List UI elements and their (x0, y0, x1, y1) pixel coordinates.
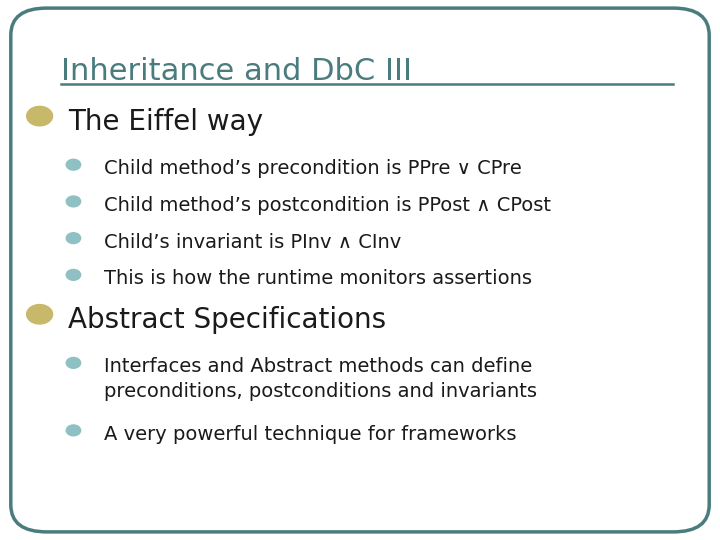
Circle shape (27, 305, 53, 324)
Circle shape (66, 357, 81, 368)
Text: Inheritance and DbC III: Inheritance and DbC III (61, 57, 412, 86)
Text: The Eiffel way: The Eiffel way (68, 108, 264, 136)
Circle shape (66, 269, 81, 280)
Circle shape (66, 196, 81, 207)
Text: Child method’s postcondition is PPost ∧ CPost: Child method’s postcondition is PPost ∧ … (104, 196, 552, 215)
Text: Interfaces and Abstract methods can define
preconditions, postconditions and inv: Interfaces and Abstract methods can defi… (104, 357, 537, 401)
Text: Abstract Specifications: Abstract Specifications (68, 306, 387, 334)
Text: This is how the runtime monitors assertions: This is how the runtime monitors asserti… (104, 269, 532, 288)
Circle shape (66, 233, 81, 244)
Circle shape (66, 425, 81, 436)
Text: A very powerful technique for frameworks: A very powerful technique for frameworks (104, 425, 517, 444)
Text: Child method’s precondition is PPre ∨ CPre: Child method’s precondition is PPre ∨ CP… (104, 159, 522, 178)
Circle shape (27, 106, 53, 126)
FancyBboxPatch shape (11, 8, 709, 532)
Text: Child’s invariant is PInv ∧ CInv: Child’s invariant is PInv ∧ CInv (104, 233, 402, 252)
Circle shape (66, 159, 81, 170)
